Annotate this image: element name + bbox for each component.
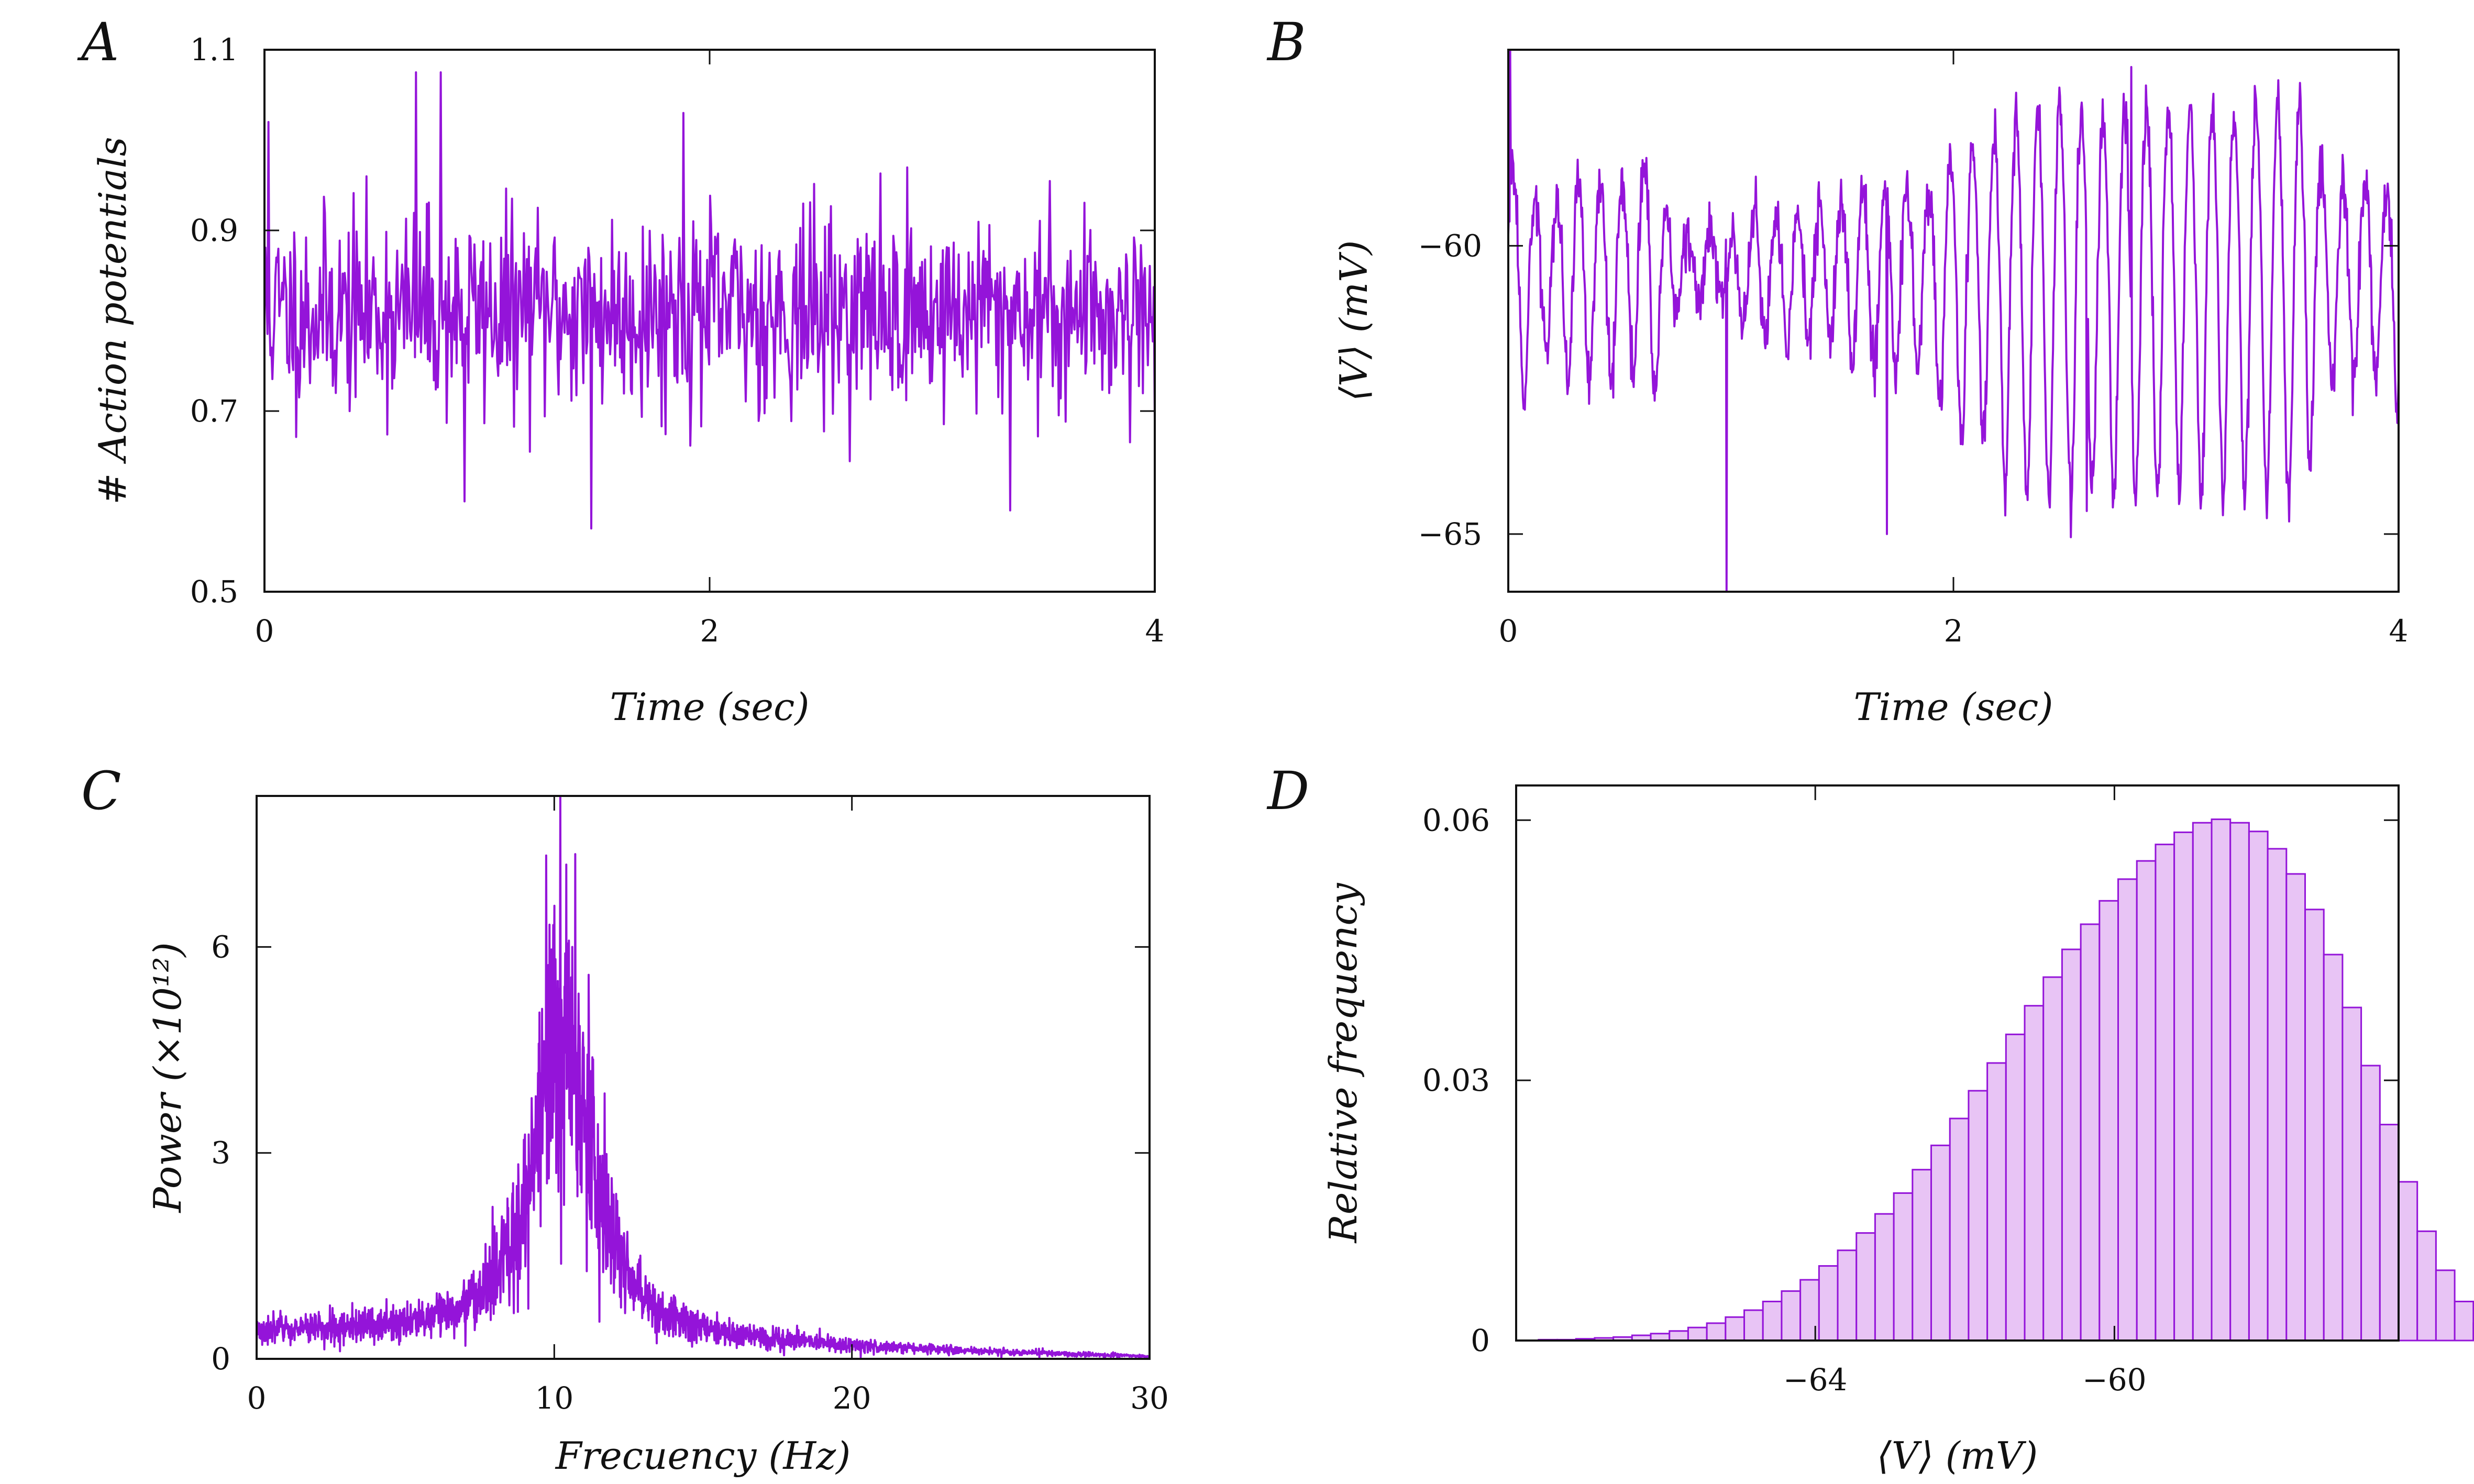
histogram-bar	[2454, 1300, 2474, 1342]
plot-frame	[256, 795, 1151, 1360]
histogram-bar	[2229, 822, 2250, 1342]
histogram-bar	[2342, 1006, 2362, 1342]
histogram-bar	[1949, 1117, 1970, 1342]
y-tick-label: 0.06	[1422, 802, 1490, 838]
data-trace	[263, 71, 1156, 530]
plot-frame	[1507, 49, 2400, 593]
panel-d-voltage-histogram: −64 −60 0 0.03 0.06 ⟨V⟩ (mV) Relative frequenc…	[1321, 784, 2474, 1478]
histogram-bar	[2398, 1181, 2418, 1342]
y-axis-label: Relative frequency	[1321, 882, 1365, 1244]
histogram-bar	[1874, 1213, 1895, 1342]
y-tick-label: 0	[211, 1341, 230, 1377]
x-tick-label: 0	[247, 1380, 267, 1416]
histogram-bar	[2435, 1269, 2456, 1342]
data-trace	[1507, 49, 2400, 593]
panel-b-mean-voltage: 0 2 4 −65 −60 Time (sec) ⟨V⟩ (mV)	[1332, 49, 2409, 729]
histogram-bar	[1986, 1062, 2007, 1342]
histogram-bar	[2136, 860, 2157, 1342]
x-axis-label: Time (sec)	[610, 685, 810, 729]
histogram-bar	[2042, 976, 2063, 1342]
histogram-bar	[1781, 1290, 1802, 1342]
x-tick-label: 20	[833, 1380, 871, 1416]
histogram-bar	[1687, 1326, 1708, 1342]
histogram-bar	[2323, 954, 2344, 1342]
histogram-bar	[2117, 878, 2138, 1342]
y-tick-label: 0	[1471, 1323, 1490, 1358]
y-axis-label: Power (×10¹²)	[146, 942, 190, 1213]
histogram-bar	[2192, 822, 2213, 1342]
histogram-bar	[1818, 1265, 1839, 1342]
histogram-bar	[2173, 831, 2194, 1342]
y-tick-label: −60	[1418, 228, 1482, 263]
y-tick-label: 0.9	[190, 213, 238, 248]
panel-label-b: B	[1266, 12, 1306, 73]
histogram-bar	[1968, 1090, 1989, 1342]
histogram-bar	[1725, 1316, 1746, 1342]
x-tick-label: 30	[1130, 1380, 1169, 1416]
histogram-bar	[1743, 1309, 1764, 1342]
data-trace	[256, 795, 1151, 1359]
y-tick-label: 0.03	[1422, 1062, 1490, 1098]
histogram-bar	[2061, 948, 2082, 1342]
histogram-bar	[1912, 1169, 1932, 1342]
y-tick-label: 6	[211, 929, 230, 965]
histogram-bar	[2024, 1005, 2045, 1342]
histogram-bar	[2304, 909, 2325, 1342]
x-tick-label: 0	[1499, 613, 1518, 649]
x-axis-label: Time (sec)	[1854, 685, 2053, 729]
x-tick-label: −60	[2082, 1362, 2146, 1398]
histogram-bar	[2416, 1230, 2437, 1342]
histogram-bar	[2360, 1065, 2381, 1342]
x-tick-label: 2	[1944, 613, 1963, 649]
x-tick-label: 10	[535, 1380, 573, 1416]
histogram-bar	[1837, 1249, 1858, 1342]
panel-c-power-spectrum: 0 10 20 30 0 3 6 Frecuency (Hz) Power (×10¹²)	[146, 795, 1169, 1478]
histogram-bar	[2379, 1124, 2400, 1342]
histogram-bar	[2248, 830, 2269, 1342]
y-tick-label: 0.5	[190, 574, 238, 610]
y-axis-label: # Action potentials	[91, 137, 135, 504]
histogram-bar	[2472, 1322, 2474, 1342]
histogram-bar	[1930, 1144, 1951, 1342]
panel-label-a: A	[77, 12, 119, 73]
histogram-bar	[2285, 873, 2306, 1342]
histogram-bar	[2155, 844, 2175, 1342]
x-tick-label: 0	[255, 613, 274, 649]
histogram-bar	[1799, 1279, 1820, 1342]
y-tick-label: −65	[1418, 516, 1482, 552]
x-axis-label: Frecuency (Hz)	[555, 1434, 851, 1478]
histogram-bar	[1706, 1322, 1727, 1342]
y-tick-label: 3	[211, 1135, 230, 1171]
x-axis-label: ⟨V⟩ (mV)	[1877, 1434, 2038, 1478]
y-tick-label: 0.7	[190, 393, 238, 429]
histogram-bar	[1669, 1330, 1689, 1342]
histogram-bar	[2005, 1033, 2026, 1342]
histogram-bar	[1762, 1300, 1783, 1342]
panel-a-action-potentials: 0 2 4 0.5 0.7 0.9 1.1 Time (sec) # Action potent…	[91, 32, 1164, 729]
histogram-bar	[1856, 1232, 1876, 1342]
histogram-bar	[2267, 848, 2288, 1342]
x-tick-label: 4	[1145, 613, 1165, 649]
histogram-bar	[2211, 818, 2232, 1342]
y-tick-label: 1.1	[190, 32, 238, 68]
y-axis-label: ⟨V⟩ (mV)	[1332, 240, 1376, 402]
histogram-bar	[1893, 1192, 1914, 1342]
x-tick-label: −64	[1783, 1362, 1847, 1398]
panel-label-d: D	[1266, 760, 1309, 822]
plot-frame	[1515, 784, 2400, 1342]
x-tick-label: 2	[700, 613, 720, 649]
histogram-bar	[2080, 923, 2101, 1342]
panel-label-c: C	[81, 760, 122, 822]
x-tick-label: 4	[2389, 613, 2409, 649]
histogram-bar	[2099, 900, 2119, 1342]
